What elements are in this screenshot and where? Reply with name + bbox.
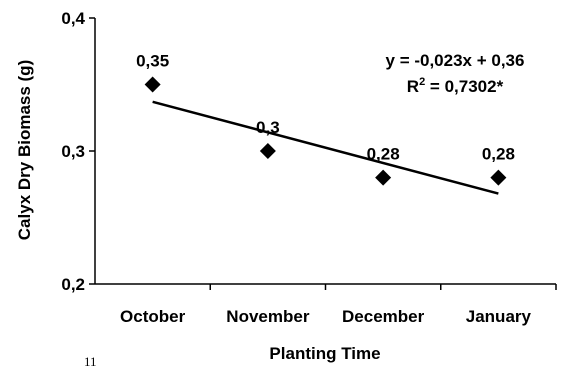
data-point [144,76,161,93]
r-squared-value: = 0,7302* [425,77,503,96]
data-label: 0,35 [136,52,169,71]
x-tick-label: October [120,307,186,326]
y-tick-label: 0,4 [61,9,85,28]
page-fragment-text: 11 [84,354,97,369]
y-ticks: 0,2 0,3 0,4 [61,9,95,294]
data-label: 0,28 [367,145,400,164]
y-tick-label: 0,2 [61,275,85,294]
x-axis-title: Planting Time [269,344,380,363]
data-points [144,76,507,186]
x-tick-label: December [342,307,425,326]
x-tick-label: November [226,307,310,326]
y-tick-label: 0,3 [61,142,85,161]
data-point [375,169,392,186]
data-point [259,143,276,159]
data-labels: 0,35 0,3 0,28 0,28 [136,52,515,164]
data-label: 0,3 [256,118,280,137]
y-axis-title: Calyx Dry Biomass (g) [15,60,34,240]
x-ticks: October November December January [120,284,557,326]
data-label: 0,28 [482,145,515,164]
r-squared-label: R [407,77,419,96]
x-tick-label: January [466,307,532,326]
data-point [490,169,507,186]
trendline [152,100,499,195]
trendline-equation: y = -0,023x + 0,36 [386,51,525,70]
r-squared-superscript: 2 [419,76,425,88]
trendline-r-squared: R2 = 0,7302* [407,76,504,96]
